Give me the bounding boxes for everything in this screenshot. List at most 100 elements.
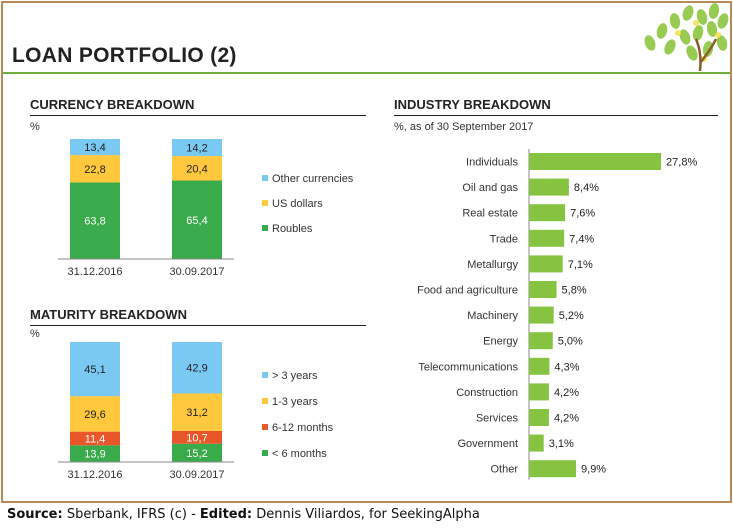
edited-text: Dennis Viliardos, for SeekingAlpha bbox=[256, 507, 480, 522]
industry-bar-machinery bbox=[529, 306, 554, 324]
currency-category-label: 30.09.2017 bbox=[169, 266, 224, 278]
industry-value-label: 4,2% bbox=[554, 387, 579, 399]
maturity-legend-label-3-years: > 3 years bbox=[272, 370, 318, 382]
currency-value-label: 65,4 bbox=[186, 215, 207, 227]
currency-bar-other-currencies-0 bbox=[70, 139, 120, 156]
industry-value-label: 7,4% bbox=[569, 233, 594, 245]
industry-value-label: 4,3% bbox=[554, 361, 579, 373]
currency-value-label: 63,8 bbox=[84, 216, 105, 228]
maturity-legend-label-6-12-months: 6-12 months bbox=[272, 422, 334, 434]
currency-category-label: 31.12.2016 bbox=[67, 266, 122, 278]
maturity-value-label: 15,2 bbox=[186, 448, 207, 460]
industry-category-label: Metallurgy bbox=[467, 259, 518, 271]
industry-value-label: 7,1% bbox=[568, 259, 593, 271]
industry-category-label: Services bbox=[476, 413, 519, 425]
industry-value-label: 9,9% bbox=[581, 464, 606, 476]
maturity-bar-3-years-0 bbox=[70, 342, 120, 397]
industry-bar-other bbox=[529, 460, 577, 478]
currency-legend-swatch-us-dollars bbox=[262, 200, 268, 206]
maturity-legend-label-6-months: < 6 months bbox=[272, 448, 327, 460]
currency-section-divider bbox=[30, 115, 366, 116]
maturity-bar-6-12-months-0 bbox=[70, 431, 120, 446]
charts-canvas: 63,8 22,8 13,4 31.12.2016 65,4 20,4 14,2 30.09.… bbox=[58, 139, 697, 481]
currency-section-title: CURRENCY BREAKDOWN bbox=[30, 97, 195, 112]
maturity-legend-swatch-6-12-months bbox=[262, 424, 268, 430]
industry-section-title: INDUSTRY BREAKDOWN bbox=[394, 97, 551, 112]
currency-value-label: 14,2 bbox=[186, 143, 207, 155]
industry-bar-oil-and-gas bbox=[529, 178, 569, 196]
maturity-legend-label-1-3-years: 1-3 years bbox=[272, 396, 318, 408]
maturity-bar-6-months-1 bbox=[172, 443, 222, 462]
industry-bar-metallurgy bbox=[529, 255, 563, 273]
maturity-bar-6-12-months-1 bbox=[172, 430, 222, 444]
industry-section-divider bbox=[394, 115, 718, 116]
industry-bar-services bbox=[529, 409, 549, 426]
slide-frame: LOAN PORTFOLIO (2) CURRENCY BREAKDOWN % … bbox=[1, 1, 732, 503]
industry-value-label: 5,0% bbox=[558, 336, 583, 348]
maturity-section-title: MATURITY BREAKDOWN bbox=[30, 307, 187, 322]
maturity-legend-swatch-3-years bbox=[262, 372, 268, 378]
maturity-unit-label: % bbox=[30, 328, 40, 340]
source-text: Sberbank, IFRS (c) - bbox=[66, 507, 196, 522]
currency-legend-swatch-other-currencies bbox=[262, 175, 268, 181]
maturity-value-label: 11,4 bbox=[85, 433, 106, 445]
industry-value-label: 7,6% bbox=[570, 208, 595, 220]
maturity-category-label: 30.09.2017 bbox=[169, 469, 224, 481]
maturity-bar-1-3-years-0 bbox=[70, 396, 120, 432]
industry-category-label: Machinery bbox=[467, 310, 518, 322]
title-divider bbox=[3, 72, 730, 74]
tree-decoration-icon bbox=[644, 3, 729, 71]
currency-unit-label: % bbox=[30, 121, 40, 133]
industry-value-label: 3,1% bbox=[549, 438, 574, 450]
maturity-value-label: 13,9 bbox=[84, 449, 105, 461]
industry-bar-construction bbox=[529, 383, 549, 401]
industry-category-label: Real estate bbox=[462, 208, 518, 220]
maturity-value-label: 31,2 bbox=[186, 407, 207, 419]
industry-category-label: Telecommunications bbox=[418, 361, 518, 373]
maturity-bar-3-years-1 bbox=[172, 342, 222, 394]
industry-subtitle: %, as of 30 September 2017 bbox=[394, 121, 534, 133]
industry-value-label: 5,8% bbox=[562, 285, 587, 297]
maturity-section-divider bbox=[30, 325, 366, 326]
currency-bar-roubles-0 bbox=[70, 182, 120, 259]
currency-legend-swatch-roubles bbox=[262, 225, 268, 231]
industry-value-label: 5,2% bbox=[559, 310, 584, 322]
currency-bar-other-currencies-1 bbox=[172, 139, 222, 157]
maturity-bar-1-3-years-1 bbox=[172, 393, 222, 431]
currency-bar-roubles-1 bbox=[172, 180, 222, 259]
industry-bar-telecommunications bbox=[529, 357, 550, 375]
source-note: Source: Sberbank, IFRS (c) - Edited: Den… bbox=[7, 507, 480, 522]
maturity-value-label: 42,9 bbox=[186, 363, 207, 375]
maturity-bar-6-months-0 bbox=[70, 445, 120, 462]
currency-value-label: 22,8 bbox=[84, 164, 105, 176]
industry-value-label: 8,4% bbox=[574, 182, 599, 194]
industry-category-label: Oil and gas bbox=[462, 182, 518, 194]
edited-label: Edited: bbox=[199, 507, 253, 522]
currency-legend-label-roubles: Roubles bbox=[272, 223, 313, 235]
industry-category-label: Trade bbox=[490, 233, 518, 245]
industry-bar-individuals bbox=[529, 153, 662, 170]
currency-bar-us-dollars-0 bbox=[70, 155, 120, 183]
industry-category-label: Construction bbox=[456, 387, 518, 399]
maturity-value-label: 10,7 bbox=[186, 432, 207, 444]
currency-bar-us-dollars-1 bbox=[172, 156, 222, 181]
industry-value-label: 27,8% bbox=[666, 157, 697, 169]
source-label: Source: bbox=[7, 507, 63, 522]
industry-bar-government bbox=[529, 434, 544, 452]
industry-category-label: Energy bbox=[483, 336, 518, 348]
industry-category-label: Government bbox=[457, 438, 518, 450]
industry-category-label: Food and agriculture bbox=[417, 285, 518, 297]
industry-category-label: Other bbox=[490, 464, 518, 476]
industry-bar-real-estate bbox=[529, 204, 566, 222]
currency-legend-label-other-currencies: Other currencies bbox=[272, 173, 354, 185]
currency-value-label: 20,4 bbox=[186, 163, 207, 175]
maturity-category-label: 31.12.2016 bbox=[67, 469, 122, 481]
maturity-value-label: 29,6 bbox=[84, 409, 105, 421]
page-title: LOAN PORTFOLIO (2) bbox=[12, 44, 237, 67]
maturity-legend-swatch-1-3-years bbox=[262, 398, 268, 404]
currency-legend-label-us-dollars: US dollars bbox=[272, 198, 323, 210]
currency-value-label: 13,4 bbox=[84, 142, 105, 154]
maturity-value-label: 45,1 bbox=[84, 364, 105, 376]
industry-bar-energy bbox=[529, 332, 553, 350]
industry-bar-food-and-agriculture bbox=[529, 281, 557, 298]
